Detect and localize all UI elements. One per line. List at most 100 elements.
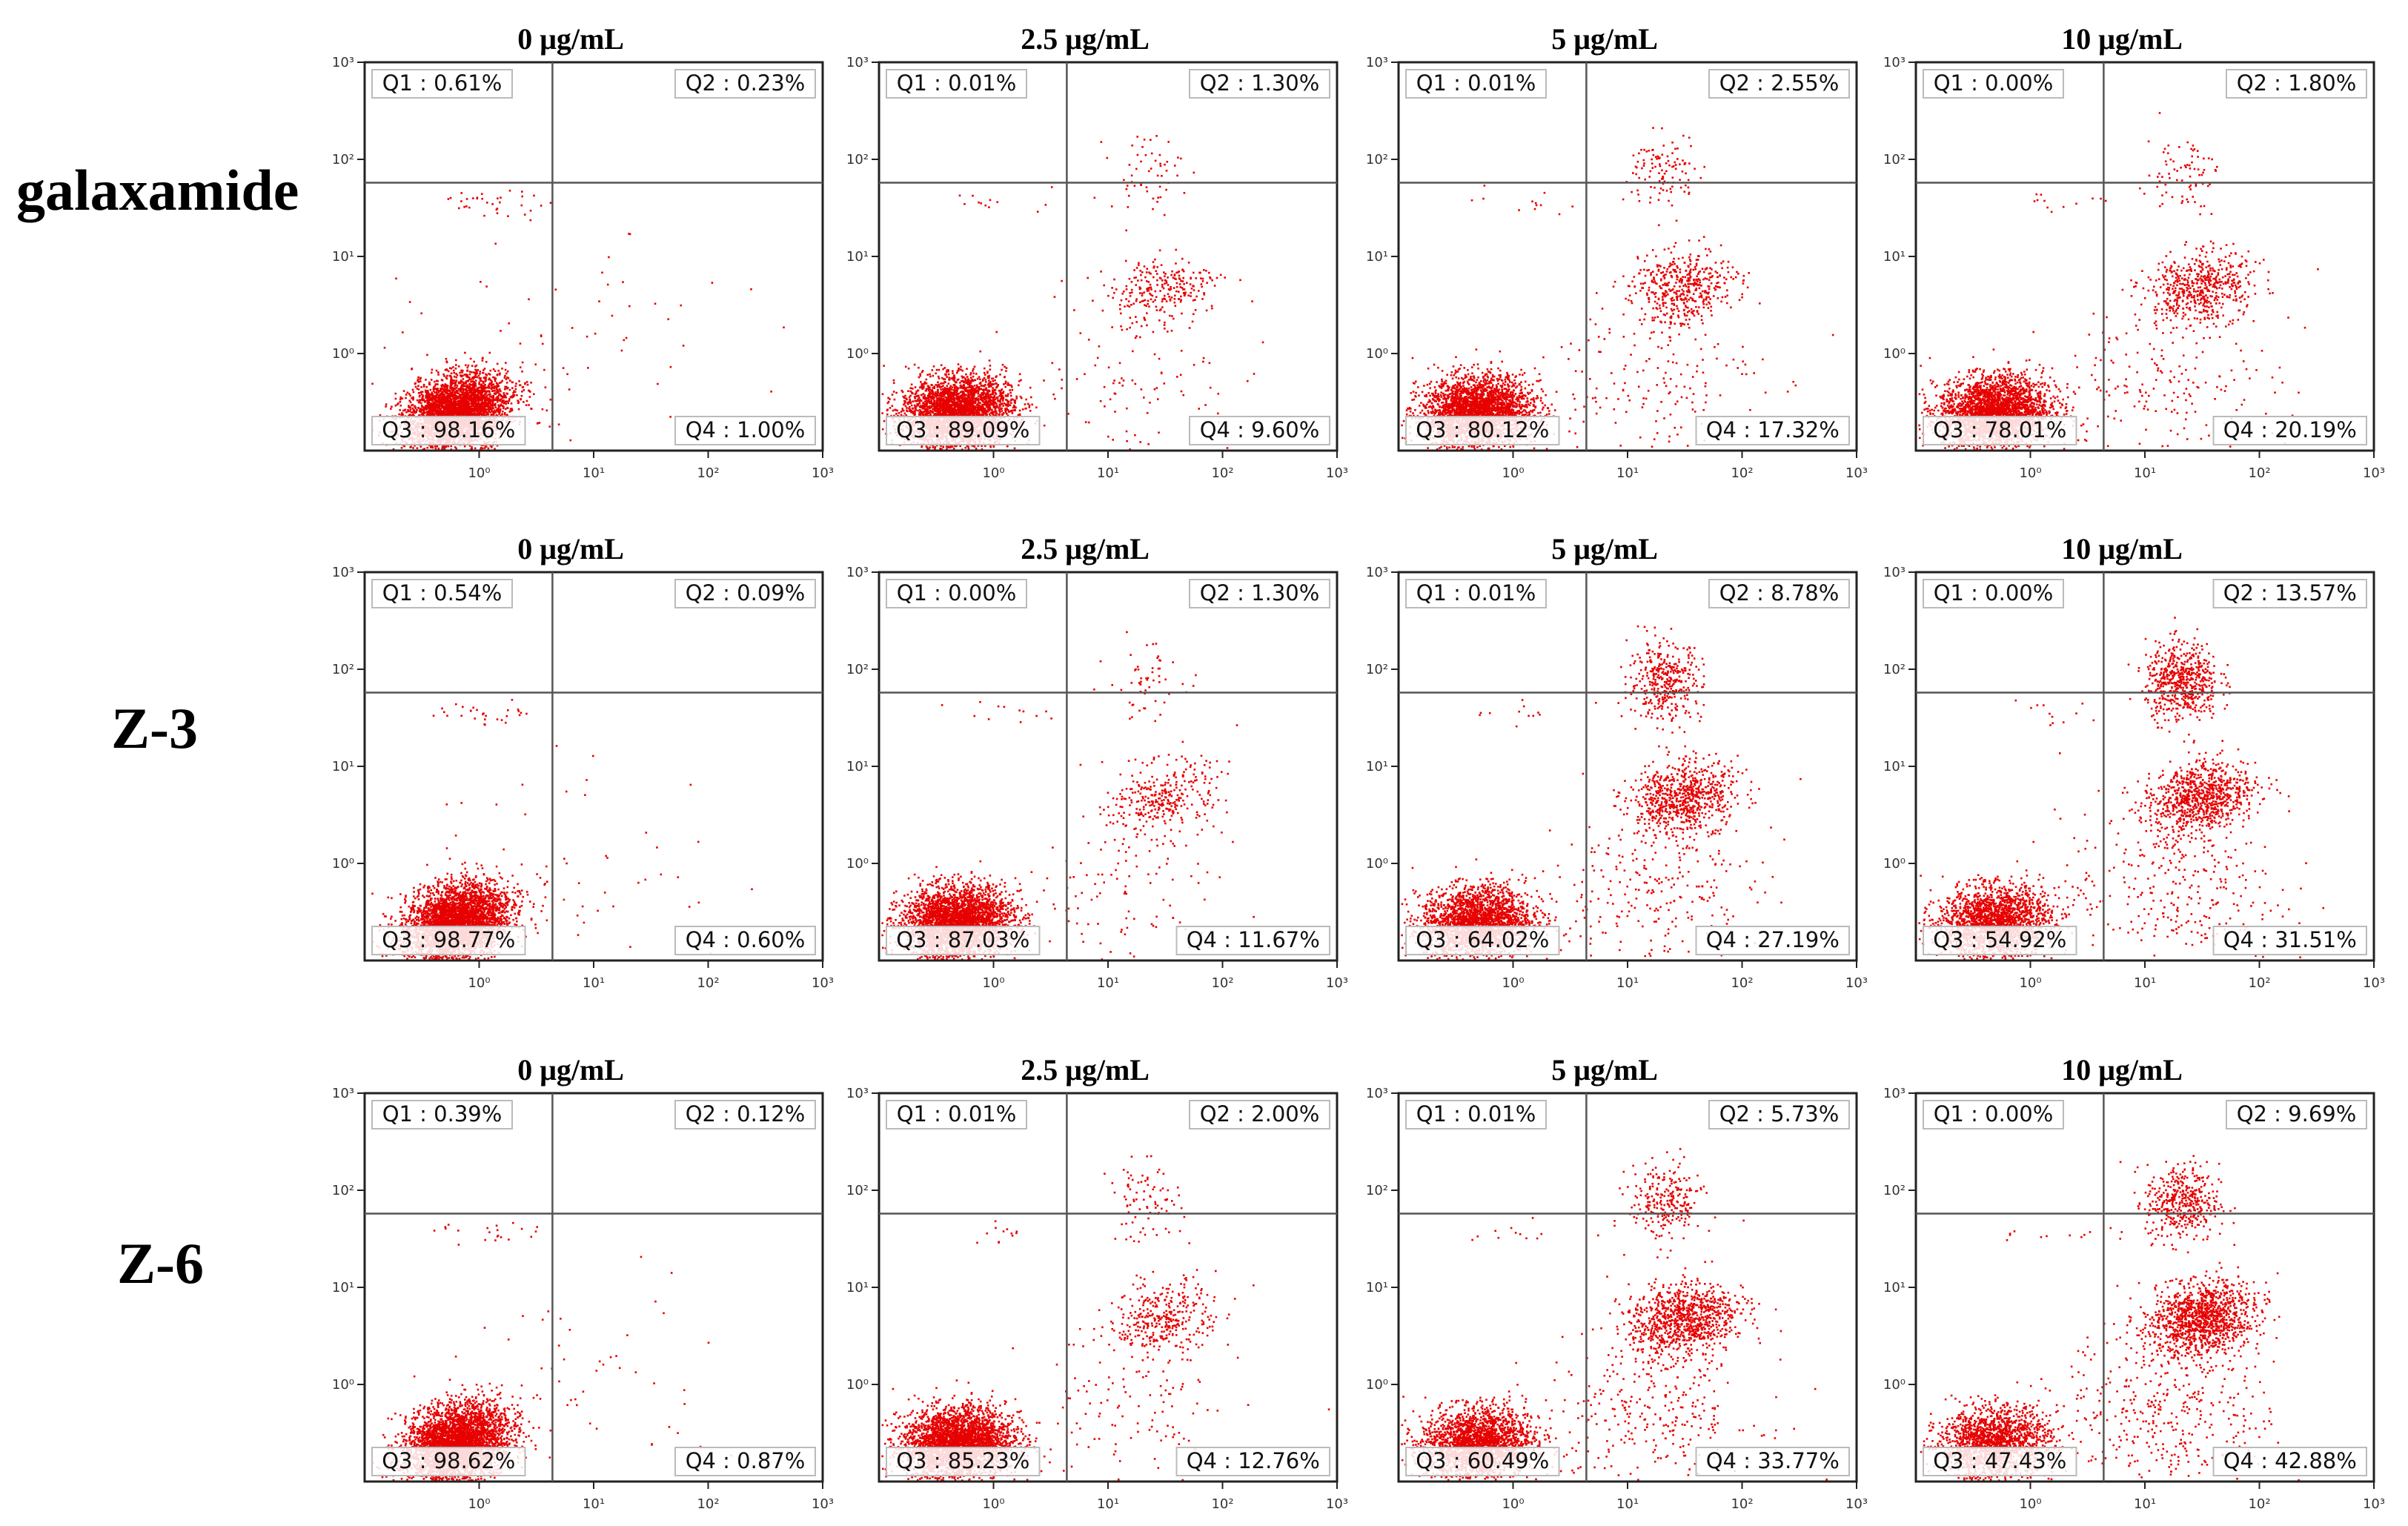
- event-dot: [488, 391, 491, 393]
- event-dot: [507, 370, 509, 373]
- event-dot: [460, 369, 462, 372]
- event-dot: [452, 397, 455, 400]
- event-dot: [494, 385, 497, 388]
- event-dot: [437, 383, 439, 385]
- event-dot: [449, 387, 451, 389]
- event-dot: [474, 408, 477, 410]
- event-dot: [477, 400, 480, 403]
- event-dot: [463, 395, 466, 398]
- event-dot: [475, 364, 478, 367]
- row-label-galaxamide: galaxamide: [16, 157, 299, 224]
- event-dot: [474, 388, 477, 391]
- event-dot: [1011, 388, 1014, 391]
- event-dot: [477, 391, 480, 394]
- event-dot: [431, 391, 434, 394]
- event-dot: [480, 405, 482, 408]
- event-dot: [405, 394, 408, 396]
- event-dot: [960, 365, 962, 368]
- event-dot: [486, 404, 488, 406]
- event-dot: [447, 411, 450, 413]
- event-dot: [494, 406, 497, 408]
- event-dot: [473, 405, 476, 408]
- event-dot: [423, 401, 426, 403]
- event-dot: [474, 405, 477, 408]
- event-dot: [500, 196, 502, 199]
- event-dot: [405, 397, 407, 399]
- event-dot: [467, 380, 469, 382]
- event-dot: [495, 382, 498, 385]
- event-dot: [436, 445, 439, 448]
- event-dot: [473, 381, 475, 383]
- event-dot: [490, 387, 493, 390]
- event-dot: [466, 376, 469, 379]
- event-dot: [508, 411, 511, 413]
- event-dot: [447, 370, 450, 373]
- event-dot: [457, 390, 459, 392]
- event-dot: [448, 408, 451, 410]
- event-dot: [453, 410, 455, 413]
- event-dot: [482, 371, 485, 374]
- event-dot: [428, 397, 431, 400]
- event-dot: [510, 402, 513, 405]
- event-dot: [442, 410, 445, 412]
- event-dot: [933, 387, 936, 390]
- event-dot: [471, 386, 474, 389]
- event-dot: [525, 381, 528, 383]
- event-dot: [428, 411, 431, 413]
- event-dot: [917, 409, 919, 412]
- event-dot: [503, 394, 506, 397]
- event-dot: [473, 383, 476, 385]
- event-dot: [472, 389, 475, 391]
- event-dot: [467, 394, 470, 396]
- event-dot: [508, 388, 511, 391]
- event-dot: [459, 388, 462, 390]
- event-dot: [412, 398, 414, 401]
- event-dot: [459, 371, 461, 374]
- event-dot: [628, 233, 630, 235]
- event-dot: [988, 385, 990, 388]
- event-dot: [501, 397, 504, 399]
- event-dot: [445, 357, 448, 360]
- event-dot: [496, 208, 499, 210]
- event-dot: [446, 374, 448, 377]
- event-dot: [952, 370, 954, 372]
- event-dot: [478, 383, 480, 385]
- event-dot: [465, 382, 468, 385]
- event-dot: [455, 395, 457, 397]
- event-dot: [525, 404, 528, 406]
- event-dot: [469, 391, 472, 393]
- event-dot: [402, 414, 404, 416]
- event-dot: [451, 407, 454, 409]
- event-dot: [486, 394, 488, 397]
- event-dot: [477, 374, 480, 377]
- event-dot: [479, 371, 482, 373]
- event-dot: [449, 413, 452, 415]
- event-dot: [904, 394, 906, 397]
- event-dot: [462, 411, 464, 414]
- event-dot: [505, 402, 507, 405]
- event-dot: [485, 374, 488, 376]
- event-dot: [965, 373, 967, 376]
- event-dot: [409, 406, 411, 408]
- quadrant-label-q4: Q4 : 1.00%: [686, 417, 806, 442]
- event-dot: [503, 405, 505, 408]
- event-dot: [471, 384, 473, 386]
- event-dot: [518, 380, 520, 382]
- event-dot: [506, 393, 509, 395]
- event-dot: [587, 367, 589, 369]
- event-dot: [471, 365, 474, 367]
- event-dot: [471, 399, 474, 401]
- event-dot: [667, 318, 669, 320]
- event-dot: [465, 413, 468, 415]
- event-dot: [402, 390, 405, 392]
- event-dot: [472, 397, 475, 399]
- event-dot: [628, 305, 631, 308]
- event-dot: [450, 379, 452, 382]
- event-dot: [451, 403, 454, 406]
- event-dot: [455, 447, 457, 450]
- event-dot: [468, 376, 471, 379]
- event-dot: [425, 385, 428, 388]
- event-dot: [530, 382, 532, 384]
- event-dot: [498, 374, 501, 376]
